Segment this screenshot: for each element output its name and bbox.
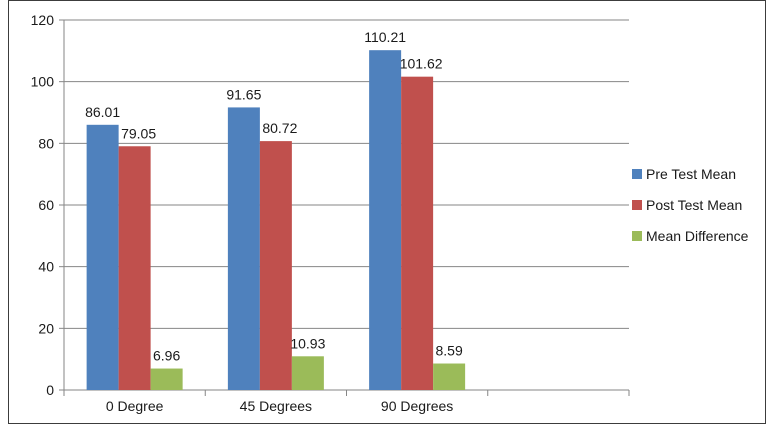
bar-post-test-mean xyxy=(401,76,434,391)
y-tick-label: 60 xyxy=(38,197,54,213)
x-category-label: 45 Degrees xyxy=(240,398,312,414)
bar-mean-difference xyxy=(150,368,183,390)
data-label: 91.65 xyxy=(226,86,261,102)
data-label: 79.05 xyxy=(121,125,156,141)
legend-swatch xyxy=(632,200,642,210)
chart-frame: 0 20 40 60 80 100 120 0 Degree 45 Degrees 90 Degr… xyxy=(8,0,766,424)
data-label: 10.93 xyxy=(290,335,325,351)
gridlines xyxy=(64,19,629,391)
y-tick-label: 40 xyxy=(38,259,54,275)
bar-chart: 0 20 40 60 80 100 120 0 Degree 45 Degrees 90 Degr… xyxy=(31,12,749,414)
data-label: 101.62 xyxy=(400,56,443,72)
data-label: 80.72 xyxy=(262,120,297,136)
legend-label: Mean Difference xyxy=(646,228,749,244)
bar-pre-test-mean xyxy=(369,50,402,391)
x-category-label: 90 Degrees xyxy=(381,398,453,414)
bar-post-test-mean xyxy=(259,141,292,390)
data-label: 86.01 xyxy=(85,104,120,120)
legend-swatch xyxy=(632,231,642,241)
data-label: 8.59 xyxy=(436,343,463,359)
legend-swatch xyxy=(632,169,642,179)
bar-mean-difference xyxy=(291,356,324,390)
data-label: 110.21 xyxy=(364,29,406,45)
y-tick-label: 100 xyxy=(31,74,55,90)
legend-label: Post Test Mean xyxy=(646,197,742,213)
bar-mean-difference xyxy=(433,363,466,390)
bar-pre-test-mean xyxy=(227,107,260,390)
axes: 0 20 40 60 80 100 120 0 Degree 45 Degrees 90 Degr… xyxy=(31,12,630,414)
y-tick-label: 120 xyxy=(31,12,55,28)
data-labels: 86.01 91.65 110.21 79.05 80.72 101.62 6.96 10.9… xyxy=(85,29,463,363)
data-label: 6.96 xyxy=(153,348,180,364)
x-category-label: 0 Degree xyxy=(106,398,164,414)
bar-post-test-mean xyxy=(118,146,151,390)
legend: Pre Test Mean Post Test Mean Mean Differen… xyxy=(632,166,749,244)
bar-pre-test-mean xyxy=(86,124,119,391)
legend-label: Pre Test Mean xyxy=(646,166,736,182)
y-tick-label: 80 xyxy=(38,135,54,151)
y-tick-label: 0 xyxy=(46,382,54,398)
y-tick-label: 20 xyxy=(38,320,54,336)
bars xyxy=(86,50,466,391)
